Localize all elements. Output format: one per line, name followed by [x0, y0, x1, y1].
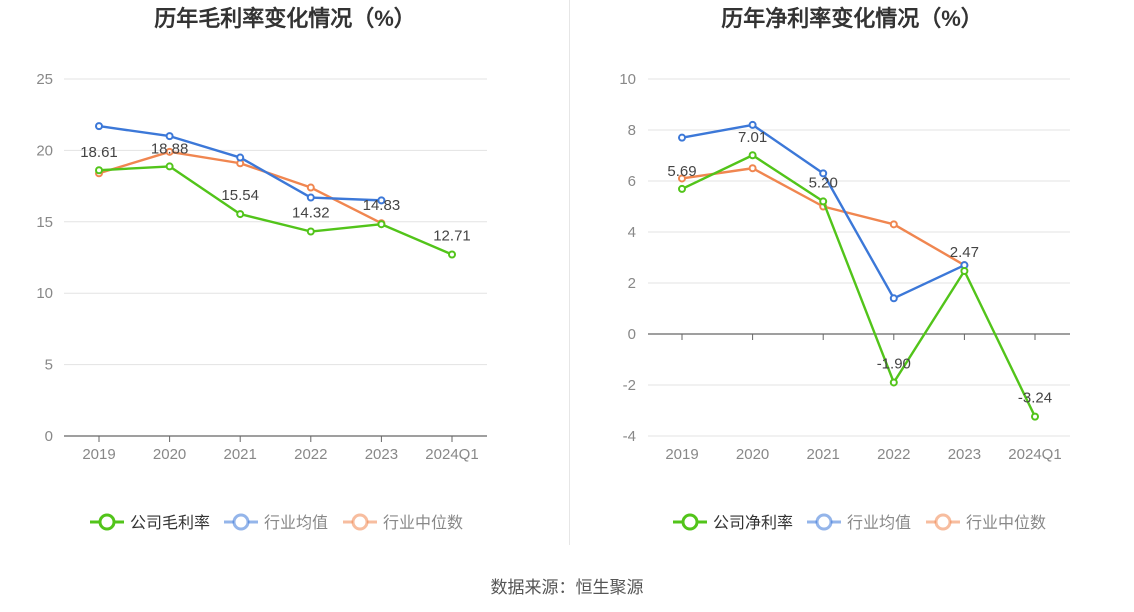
data-point [678, 184, 686, 193]
data-point [960, 267, 969, 276]
legend-label: 行业均值 [264, 514, 328, 532]
x-tick-label: 2019 [82, 446, 115, 463]
data-point [889, 220, 898, 229]
series-line-1 [98, 165, 453, 256]
data-point [377, 220, 386, 229]
data-point [377, 196, 386, 205]
data-point [1031, 412, 1039, 421]
chart-divider [569, 0, 570, 545]
data-label: 15.54 [221, 187, 259, 204]
data-point [678, 133, 686, 142]
y-tick-label: 0 [45, 428, 53, 445]
legend-label: 行业均值 [847, 514, 911, 532]
data-source-note: 数据来源：恒生聚源 [490, 578, 644, 597]
legend-item-3: 行业中位数 [926, 513, 1046, 532]
legend-label: 行业中位数 [966, 514, 1046, 532]
y-tick-label: 0 [628, 326, 636, 343]
legend-item-1: 公司净利率 [673, 513, 793, 532]
data-point [819, 169, 828, 178]
chart-1: 历年毛利率变化情况（%） 0 5 10 15 20 25 2019 2020 2021 2022 20… [36, 6, 487, 532]
data-label: 18.61 [80, 144, 118, 161]
legend-item-2: 行业均值 [807, 513, 911, 532]
data-point [165, 162, 174, 171]
chart-title: 历年净利率变化情况（%） [721, 6, 983, 31]
x-tick-label: 2023 [948, 446, 981, 463]
y-tick-label: 10 [36, 285, 53, 302]
legend-label: 公司毛利率 [130, 514, 210, 532]
legend-marker [681, 513, 699, 531]
data-point [748, 164, 757, 173]
legend-marker [815, 513, 833, 531]
data-label: 12.71 [433, 228, 471, 245]
chart-title: 历年毛利率变化情况（%） [154, 6, 416, 31]
data-label: 14.32 [292, 205, 330, 222]
data-point [678, 174, 686, 183]
y-tick-label: 4 [628, 224, 636, 241]
data-point [306, 227, 315, 236]
x-tick-label: 2019 [665, 446, 698, 463]
data-label: -1.90 [877, 355, 911, 372]
legend-marker [232, 513, 250, 531]
data-point [306, 193, 315, 202]
y-tick-label: 2 [628, 275, 636, 292]
series-line-1 [681, 154, 1037, 418]
x-tick-label: 2022 [877, 446, 910, 463]
y-tick-label: 5 [45, 357, 53, 374]
data-label: 7.01 [738, 129, 767, 146]
series-line-2 [681, 123, 965, 300]
legend-item-3: 行业中位数 [343, 513, 463, 532]
x-tick-label: 2020 [736, 446, 769, 463]
y-tick-label: -2 [623, 377, 636, 394]
data-point [448, 250, 456, 259]
data-point [95, 166, 103, 175]
x-tick-label: 2020 [153, 446, 186, 463]
data-label: 5.20 [809, 174, 838, 191]
data-point [165, 132, 174, 141]
data-point [306, 183, 315, 192]
data-label: 18.88 [151, 140, 189, 157]
chart-2: 历年净利率变化情况（%） -4 -2 0 2 4 6 8 10 2019 2020 2021 2022 2… [619, 6, 1070, 532]
legend-marker [98, 513, 116, 531]
y-tick-label: 6 [628, 173, 636, 190]
data-point [95, 122, 103, 131]
data-point [748, 151, 757, 160]
y-tick-label: 20 [36, 142, 53, 159]
data-point [819, 197, 828, 206]
data-point [165, 147, 174, 156]
y-tick-label: 10 [619, 71, 636, 88]
x-tick-label: 2021 [224, 446, 257, 463]
data-point [748, 120, 757, 129]
data-label: -3.24 [1018, 390, 1052, 407]
x-tick-label: 2023 [365, 446, 398, 463]
x-tick-label: 2022 [294, 446, 327, 463]
y-tick-label: 8 [628, 122, 636, 139]
x-tick-label: 2024Q1 [1008, 446, 1061, 463]
y-tick-label: 15 [36, 214, 53, 231]
x-tick-label: 2024Q1 [425, 446, 478, 463]
y-tick-label: 25 [36, 71, 53, 88]
y-tick-label: -4 [623, 428, 636, 445]
data-label: 5.69 [667, 163, 696, 180]
legend-item-2: 行业均值 [224, 513, 328, 532]
data-label: 2.47 [950, 244, 979, 261]
legend-marker [934, 513, 952, 531]
data-label: 14.83 [363, 197, 401, 214]
data-point [889, 294, 898, 303]
legend-item-1: 公司毛利率 [90, 513, 210, 532]
data-point [236, 153, 245, 162]
legend-label: 行业中位数 [383, 514, 463, 532]
x-tick-label: 2021 [807, 446, 840, 463]
data-point [236, 210, 245, 219]
legend-label: 公司净利率 [713, 514, 793, 532]
legend-marker [351, 513, 369, 531]
data-point [889, 378, 898, 387]
